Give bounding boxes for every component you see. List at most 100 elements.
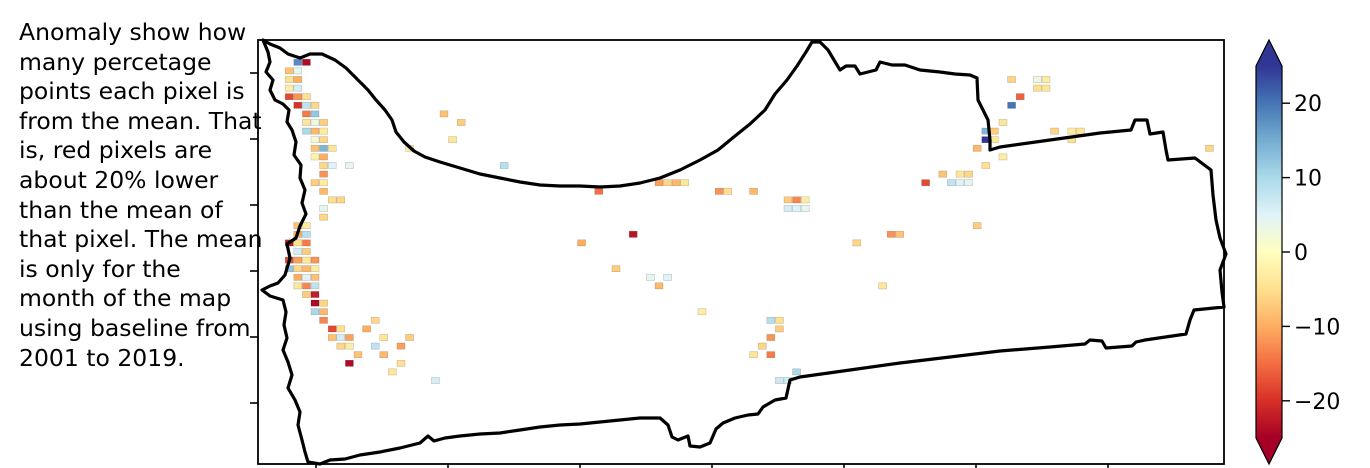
colorbar-tick-label: 0 <box>1294 241 1308 266</box>
anomaly-pixel <box>319 119 328 126</box>
anomaly-pixel <box>319 308 328 316</box>
anomaly-pixel <box>697 308 707 316</box>
anomaly-pixel <box>972 144 982 152</box>
anomaly-pixel <box>310 119 320 126</box>
caption-text: Anomaly show how many percetage points e… <box>19 18 263 372</box>
anomaly-pixel <box>319 170 328 178</box>
anomaly-pixel <box>955 170 965 178</box>
anomaly-pixel <box>293 282 303 290</box>
anomaly-pixel <box>1050 127 1059 135</box>
anomaly-pixel <box>448 136 457 144</box>
anomaly-pixel <box>284 93 294 101</box>
anomaly-pixel <box>345 359 354 367</box>
anomaly-pixel <box>1205 144 1214 152</box>
anomaly-pixel <box>1041 76 1051 83</box>
colorbar-tick-label: 10 <box>1294 167 1322 192</box>
anomaly-pixel <box>327 334 337 341</box>
anomaly-pixel <box>310 101 320 109</box>
anomaly-pixel <box>938 170 948 178</box>
anomaly-pixel <box>723 187 733 195</box>
anomaly-pixel <box>293 101 303 109</box>
anomaly-pixel <box>293 239 303 247</box>
anomaly-pixel <box>302 282 311 290</box>
x-axis-ticks <box>315 464 1109 468</box>
anomaly-pixel <box>680 179 690 187</box>
anomaly-pixel <box>284 76 294 83</box>
anomaly-pixel <box>302 230 311 238</box>
anomaly-pixel <box>379 334 389 341</box>
anomaly-pixel <box>302 265 311 273</box>
anomaly-pixel <box>886 230 896 238</box>
colorbar-extend-min <box>1256 438 1282 464</box>
anomaly-pixel <box>284 67 294 75</box>
anomaly-pixel <box>646 273 655 281</box>
anomaly-pixel <box>775 377 784 384</box>
anomaly-pixel <box>310 273 320 281</box>
anomaly-pixel <box>319 144 328 152</box>
anomaly-pixel <box>783 205 793 212</box>
anomaly-pixel <box>611 265 621 273</box>
anomaly-pixel <box>293 265 303 273</box>
anomaly-pixel <box>353 351 363 359</box>
anomaly-pixel <box>663 273 672 281</box>
anomaly-pixel <box>327 162 337 169</box>
anomaly-pixel <box>302 273 311 281</box>
colorbar-gradient <box>1256 66 1282 438</box>
anomaly-pixel <box>964 179 973 187</box>
colorbar-extend-max <box>1256 40 1282 66</box>
region-boundary <box>260 38 1228 466</box>
anomaly-pixel <box>310 256 320 264</box>
anomaly-pixel <box>749 187 758 195</box>
anomaly-pixel <box>388 368 397 376</box>
anomaly-pixel <box>310 110 320 118</box>
anomaly-pixel <box>319 179 328 187</box>
colorbar: −20 −10 0 10 20 <box>1255 38 1340 466</box>
anomaly-pixel <box>319 127 328 135</box>
anomaly-pixel <box>981 162 991 169</box>
anomaly-pixel <box>293 273 303 281</box>
anomaly-pixel <box>499 162 509 169</box>
anomaly-pixel <box>1041 84 1051 92</box>
anomaly-pixel <box>1033 76 1042 83</box>
anomaly-pixel <box>783 196 793 204</box>
anomaly-pixel <box>319 136 328 144</box>
anomaly-pixel <box>302 239 311 247</box>
anomaly-pixel <box>964 170 973 178</box>
anomaly-pixel <box>921 179 930 187</box>
anomaly-pixel <box>594 187 604 195</box>
map-axes-frame <box>257 39 1225 465</box>
anomaly-pixel <box>396 342 406 350</box>
anomaly-pixel <box>396 359 406 367</box>
anomaly-pixel <box>1033 84 1042 92</box>
anomaly-pixel <box>336 334 346 341</box>
anomaly-pixel <box>439 110 449 118</box>
anomaly-pixel <box>766 351 776 359</box>
anomaly-pixel <box>379 351 389 359</box>
anomaly-pixel <box>370 342 380 350</box>
anomaly-pixel <box>293 93 303 101</box>
anomaly-pixel <box>327 144 337 152</box>
anomaly-pixel <box>319 205 328 212</box>
anomaly-pixel <box>749 351 758 359</box>
anomaly-pixel <box>1015 93 1025 101</box>
anomaly-pixel <box>319 162 328 169</box>
anomaly-pixel <box>714 187 724 195</box>
anomaly-pixel <box>302 119 311 126</box>
anomaly-pixel <box>456 119 466 126</box>
colorbar-tick-label: −20 <box>1294 390 1340 415</box>
anomaly-pixel <box>345 162 354 169</box>
anomaly-pixel <box>302 58 311 66</box>
anomaly-pixel <box>319 299 328 307</box>
anomaly-pixel <box>345 342 354 350</box>
anomaly-pixel <box>310 144 320 152</box>
anomaly-pixel <box>757 342 767 350</box>
anomaly-pixel <box>302 127 311 135</box>
colorbar-tick-label: −10 <box>1294 315 1340 340</box>
anomaly-pixel <box>302 248 311 255</box>
anomaly-pixel <box>370 316 380 324</box>
colorbar-outline <box>1255 38 1283 466</box>
anomaly-pixel <box>990 136 999 144</box>
colorbar-tick-label: 20 <box>1294 92 1322 117</box>
anomaly-pixel <box>405 334 414 341</box>
